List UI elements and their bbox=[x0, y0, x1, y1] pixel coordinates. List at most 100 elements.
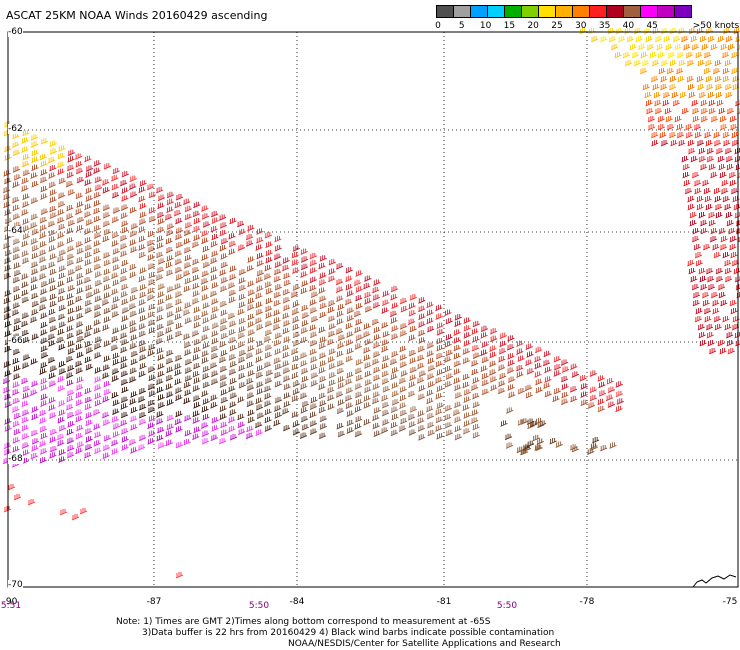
wind-barb bbox=[654, 36, 663, 43]
wind-barb bbox=[49, 293, 57, 301]
wind-barb bbox=[256, 285, 264, 292]
wind-barb bbox=[76, 248, 84, 255]
wind-barb bbox=[84, 179, 92, 186]
wind-barb bbox=[390, 373, 398, 381]
wind-barb bbox=[166, 414, 175, 422]
wind-barb bbox=[183, 342, 192, 349]
wind-barb bbox=[192, 274, 200, 282]
wind-barb bbox=[247, 313, 255, 321]
wind-barb bbox=[735, 220, 740, 227]
wind-barb bbox=[147, 254, 155, 261]
wind-barb bbox=[111, 392, 119, 399]
wind-barb bbox=[355, 294, 363, 302]
wind-barb bbox=[328, 348, 336, 356]
wind-barb bbox=[47, 220, 56, 228]
wind-barb bbox=[220, 277, 228, 284]
wind-barb bbox=[183, 229, 192, 237]
wind-barb bbox=[692, 116, 700, 123]
wind-barb bbox=[622, 52, 631, 59]
wind-barb bbox=[310, 364, 318, 371]
wind-barb bbox=[534, 371, 542, 378]
wind-barb bbox=[76, 376, 84, 384]
wind-barb bbox=[147, 279, 156, 286]
wind-barb bbox=[202, 398, 210, 405]
wind-barb bbox=[193, 315, 201, 322]
wind-barb bbox=[47, 156, 56, 164]
wind-barb bbox=[165, 269, 174, 277]
wind-barb bbox=[463, 340, 471, 347]
wind-barb bbox=[255, 372, 264, 379]
wind-barb bbox=[534, 346, 543, 354]
wind-barb bbox=[139, 202, 147, 210]
legend-swatch bbox=[521, 5, 539, 18]
wind-barb bbox=[553, 356, 561, 363]
wind-barb bbox=[112, 256, 120, 264]
wind-barb bbox=[346, 331, 354, 338]
wind-barb bbox=[701, 292, 710, 299]
wind-barb bbox=[21, 240, 29, 248]
wind-barb bbox=[22, 154, 30, 161]
wind-barb bbox=[335, 278, 344, 286]
wind-barb bbox=[138, 330, 147, 338]
wind-barb bbox=[500, 420, 508, 427]
wind-barb bbox=[646, 44, 655, 51]
wind-barb bbox=[590, 442, 598, 450]
wind-barb bbox=[453, 360, 462, 368]
wind-barb bbox=[372, 351, 381, 358]
wind-barb bbox=[498, 356, 506, 363]
wind-barb bbox=[184, 359, 193, 366]
wind-barb bbox=[490, 384, 498, 392]
wind-barb bbox=[201, 310, 209, 318]
wind-barb bbox=[726, 340, 734, 347]
wind-barb bbox=[274, 284, 282, 291]
wind-barb bbox=[183, 198, 191, 206]
wind-barb bbox=[674, 44, 682, 51]
wind-barb bbox=[694, 132, 702, 139]
wind-barb bbox=[662, 92, 671, 99]
wind-barb bbox=[165, 229, 174, 237]
wind-barb bbox=[672, 100, 681, 107]
grid-lines bbox=[8, 32, 738, 587]
wind-barb bbox=[346, 371, 354, 379]
wind-barb bbox=[263, 273, 272, 280]
wind-barb bbox=[372, 302, 381, 309]
wind-barb bbox=[328, 363, 336, 370]
wind-barb bbox=[462, 381, 470, 389]
legend-swatch bbox=[640, 5, 658, 18]
wind-barb bbox=[391, 399, 400, 406]
wind-barb bbox=[30, 316, 38, 324]
wind-barb bbox=[463, 389, 472, 396]
legend-label: 25 bbox=[551, 21, 563, 31]
wind-barb bbox=[327, 403, 335, 411]
wind-barb bbox=[111, 272, 119, 280]
wind-barb bbox=[67, 340, 75, 348]
wind-barb bbox=[346, 315, 354, 322]
wind-barb bbox=[121, 444, 129, 451]
wind-barb bbox=[111, 335, 119, 343]
wind-barb bbox=[85, 268, 93, 275]
wind-barb bbox=[719, 348, 727, 355]
wind-barb bbox=[282, 289, 290, 296]
wind-barb bbox=[31, 252, 39, 260]
wind-barb bbox=[292, 429, 301, 436]
wind-barb bbox=[49, 445, 58, 453]
legend-label: 10 bbox=[479, 21, 492, 31]
wind-barb bbox=[650, 132, 659, 139]
wind-barb bbox=[615, 381, 623, 388]
wind-barb bbox=[679, 92, 687, 99]
wind-barb bbox=[291, 372, 299, 380]
wind-barb bbox=[427, 381, 435, 388]
wind-barb bbox=[309, 331, 318, 339]
wind-barb bbox=[390, 285, 399, 293]
wind-barb bbox=[66, 276, 74, 284]
wind-barb bbox=[229, 361, 237, 368]
wind-barb bbox=[345, 402, 353, 409]
wind-barb bbox=[165, 350, 174, 357]
wind-barb bbox=[730, 252, 738, 259]
wind-barb bbox=[282, 297, 291, 304]
wind-barb bbox=[682, 172, 690, 179]
wind-barb bbox=[210, 257, 218, 265]
wind-barb bbox=[489, 328, 498, 335]
wind-barb bbox=[94, 392, 102, 400]
